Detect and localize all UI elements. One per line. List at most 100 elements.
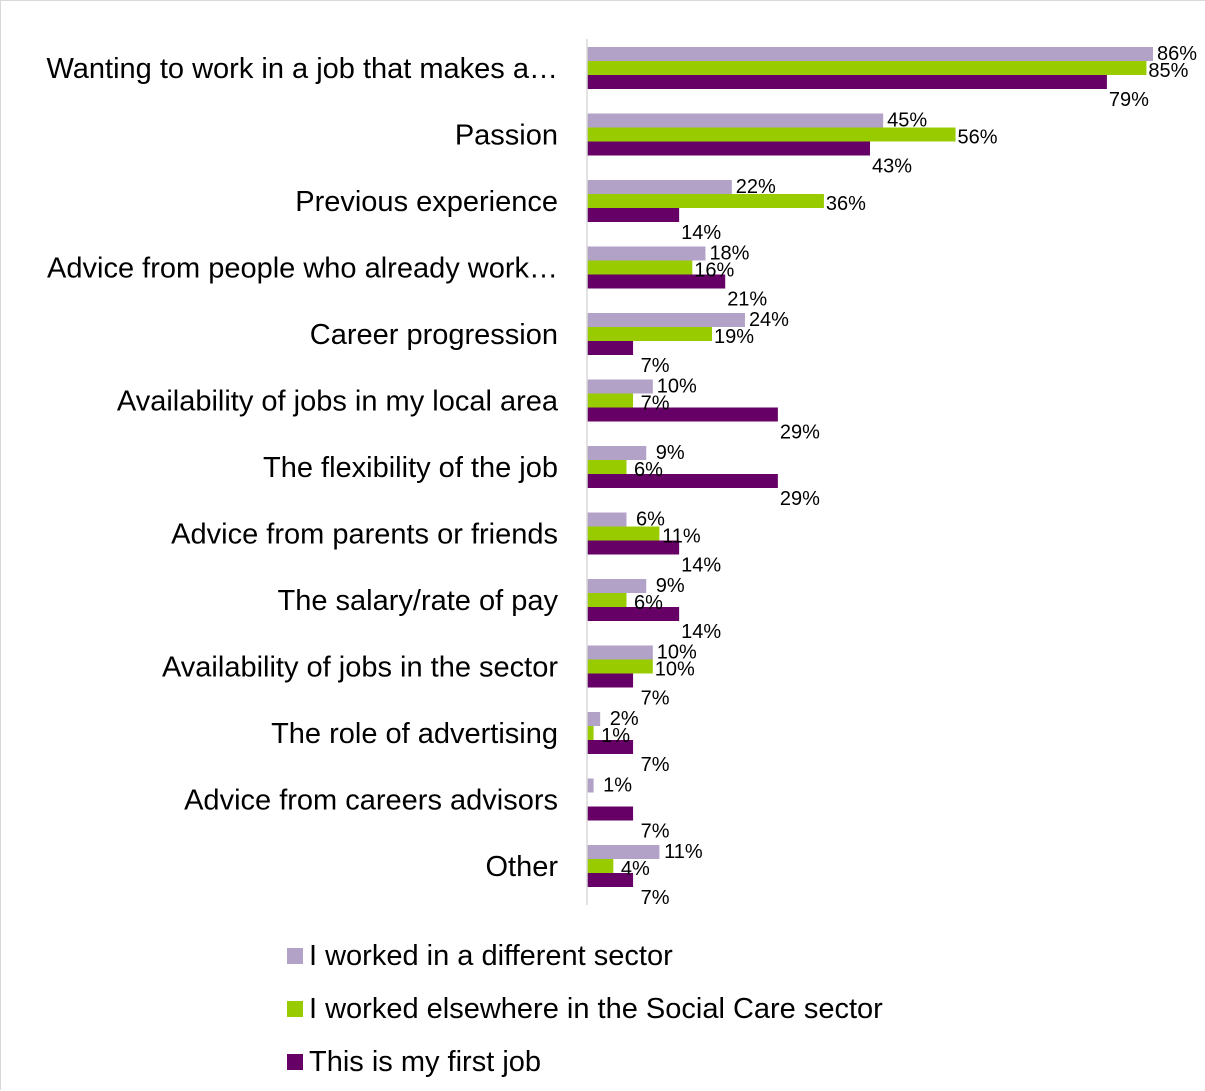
bar-availability-of-jobs-in-my-local-area-series-1	[587, 393, 634, 408]
bar-the-role-of-advertising-series-0	[587, 712, 601, 726]
data-label-wanting-to-work-in-a-job-that-makes-a-series-2: 79%	[1109, 89, 1149, 111]
bar-wanting-to-work-in-a-job-that-makes-a-series-1	[587, 61, 1147, 75]
data-label-career-progression-series-1: 19%	[714, 326, 754, 348]
legend-item-first-job: This is my first job	[287, 1042, 541, 1082]
bar-advice-from-parents-or-friends-series-2	[587, 540, 680, 555]
bar-availability-of-jobs-in-the-sector-series-0	[587, 645, 653, 660]
bar-wanting-to-work-in-a-job-that-makes-a-series-2	[587, 75, 1107, 89]
data-label-availability-of-jobs-in-the-sector-series-0: 10%	[657, 642, 697, 664]
data-label-advice-from-people-who-already-work-series-1: 16%	[694, 260, 734, 282]
bars-layer	[587, 47, 1153, 887]
data-label-wanting-to-work-in-a-job-that-makes-a-series-1: 85%	[1148, 60, 1188, 82]
data-label-the-role-of-advertising-series-0: 2%	[610, 708, 639, 730]
data-label-advice-from-people-who-already-work-series-2: 21%	[727, 289, 767, 311]
data-label-advice-from-careers-advisors-series-2: 7%	[641, 821, 670, 843]
bar-availability-of-jobs-in-my-local-area-series-0	[587, 379, 653, 394]
data-label-the-role-of-advertising-series-2: 7%	[641, 754, 670, 776]
category-label-career-progression: Career progression	[310, 319, 558, 351]
category-label-the-flexibility-of-the-job: The flexibility of the job	[263, 452, 558, 484]
category-label-advice-from-careers-advisors: Advice from careers advisors	[184, 785, 558, 817]
bar-advice-from-people-who-already-work-series-1	[587, 260, 693, 275]
data-label-advice-from-parents-or-friends-series-2: 14%	[681, 555, 721, 577]
bar-career-progression-series-0	[587, 313, 745, 327]
bar-advice-from-parents-or-friends-series-1	[587, 526, 660, 541]
category-label-other: Other	[485, 851, 558, 883]
data-label-advice-from-parents-or-friends-series-1: 11%	[662, 526, 701, 548]
bar-previous-experience-series-1	[587, 194, 824, 208]
legend-label-first-job: This is my first job	[309, 1045, 542, 1078]
data-label-other-series-0: 11%	[664, 841, 703, 863]
data-label-the-role-of-advertising-series-1: 1%	[601, 725, 630, 747]
data-label-passion-series-1: 56%	[958, 127, 998, 149]
category-label-passion: Passion	[455, 120, 558, 152]
data-label-career-progression-series-0: 24%	[749, 309, 789, 331]
bar-career-progression-series-1	[587, 327, 713, 341]
legend-item-social-care: I worked elsewhere in the Social Care se…	[287, 989, 883, 1029]
bar-the-flexibility-of-the-job-series-2	[587, 474, 778, 488]
bar-availability-of-jobs-in-the-sector-series-1	[587, 659, 653, 674]
bar-the-salary-rate-of-pay-series-2	[587, 607, 680, 621]
bar-previous-experience-series-0	[587, 180, 732, 194]
bar-passion-series-1	[587, 127, 956, 142]
category-label-availability-of-jobs-in-my-local-area: Availability of jobs in my local area	[117, 386, 559, 418]
category-label-wanting-to-work-in-a-job-that-makes-a: Wanting to work in a job that makes a…	[47, 53, 559, 85]
bar-wanting-to-work-in-a-job-that-makes-a-series-0	[587, 47, 1153, 61]
data-label-passion-series-2: 43%	[872, 156, 912, 178]
data-label-career-progression-series-2: 7%	[641, 355, 670, 377]
data-label-the-salary-rate-of-pay-series-1: 6%	[634, 592, 663, 614]
legend-swatch-social-care	[287, 1001, 303, 1017]
data-label-advice-from-people-who-already-work-series-0: 18%	[709, 243, 749, 265]
legend-item-different-sector: I worked in a different sector	[287, 936, 673, 976]
bar-other-series-0	[587, 845, 660, 859]
data-label-the-flexibility-of-the-job-series-0: 9%	[656, 442, 685, 464]
bar-advice-from-parents-or-friends-series-0	[587, 512, 627, 527]
data-label-previous-experience-series-0: 22%	[736, 176, 776, 198]
data-label-availability-of-jobs-in-my-local-area-series-1: 7%	[641, 393, 670, 415]
legend-swatch-different-sector	[287, 948, 303, 964]
bar-the-flexibility-of-the-job-series-1	[587, 460, 627, 474]
data-label-wanting-to-work-in-a-job-that-makes-a-series-0: 86%	[1157, 43, 1197, 65]
data-label-availability-of-jobs-in-my-local-area-series-0: 10%	[657, 376, 697, 398]
bar-advice-from-careers-advisors-series-0	[587, 778, 594, 793]
bar-other-series-2	[587, 873, 634, 887]
labels-layer: Wanting to work in a job that makes a… 86…	[47, 43, 1198, 909]
bar-availability-of-jobs-in-my-local-area-series-2	[587, 407, 778, 422]
bar-the-flexibility-of-the-job-series-0	[587, 446, 647, 460]
bar-advice-from-careers-advisors-series-2	[587, 806, 634, 821]
bar-previous-experience-series-2	[587, 208, 680, 222]
data-label-the-salary-rate-of-pay-series-2: 14%	[681, 621, 721, 643]
data-label-availability-of-jobs-in-the-sector-series-1: 10%	[655, 659, 695, 681]
data-label-other-series-1: 4%	[621, 858, 650, 880]
data-label-previous-experience-series-1: 36%	[826, 193, 866, 215]
legend-label-social-care: I worked elsewhere in the Social Care se…	[309, 992, 883, 1025]
bar-other-series-1	[587, 859, 614, 873]
category-label-the-role-of-advertising: The role of advertising	[271, 718, 558, 750]
data-label-other-series-2: 7%	[641, 887, 670, 909]
bar-career-progression-series-2	[587, 341, 634, 355]
data-label-the-flexibility-of-the-job-series-2: 29%	[780, 488, 820, 510]
category-label-advice-from-people-who-already-work: Advice from people who already work…	[47, 253, 558, 285]
data-label-previous-experience-series-2: 14%	[681, 222, 721, 244]
bar-passion-series-0	[587, 113, 884, 128]
legend-swatch-first-job	[287, 1054, 303, 1070]
bar-the-salary-rate-of-pay-series-0	[587, 579, 647, 593]
data-label-passion-series-0: 45%	[887, 110, 927, 132]
bar-availability-of-jobs-in-the-sector-series-2	[587, 673, 634, 688]
bar-the-role-of-advertising-series-1	[587, 726, 594, 740]
data-label-the-flexibility-of-the-job-series-1: 6%	[634, 459, 663, 481]
category-label-availability-of-jobs-in-the-sector: Availability of jobs in the sector	[162, 652, 558, 684]
data-label-advice-from-parents-or-friends-series-0: 6%	[636, 509, 665, 531]
data-label-the-salary-rate-of-pay-series-0: 9%	[656, 575, 685, 597]
category-label-previous-experience: Previous experience	[295, 186, 558, 218]
bar-passion-series-2	[587, 141, 870, 156]
data-label-availability-of-jobs-in-my-local-area-series-2: 29%	[780, 422, 820, 444]
category-label-advice-from-parents-or-friends: Advice from parents or friends	[171, 519, 558, 551]
data-label-advice-from-careers-advisors-series-0: 1%	[603, 775, 632, 797]
bar-advice-from-people-who-already-work-series-0	[587, 246, 706, 261]
bar-advice-from-people-who-already-work-series-2	[587, 274, 726, 289]
bar-the-salary-rate-of-pay-series-1	[587, 593, 627, 607]
category-label-the-salary-rate-of-pay: The salary/rate of pay	[278, 585, 559, 617]
bar-the-role-of-advertising-series-2	[587, 740, 634, 754]
